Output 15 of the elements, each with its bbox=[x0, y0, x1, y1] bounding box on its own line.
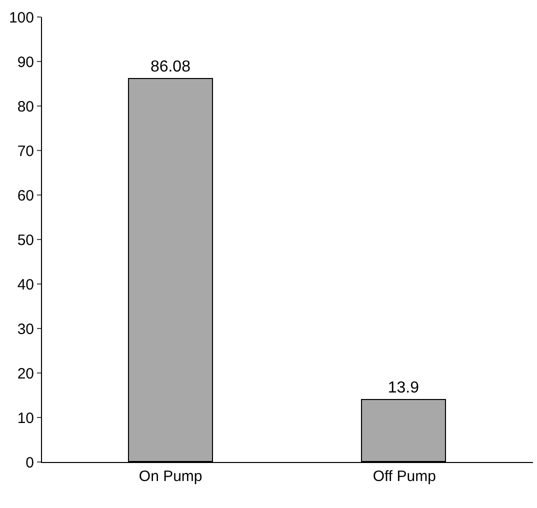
y-tick-label: 60 bbox=[17, 187, 34, 204]
data-label: 13.9 bbox=[388, 380, 420, 396]
y-tick-label: 100 bbox=[8, 9, 34, 26]
y-tick-label: 50 bbox=[17, 232, 34, 249]
y-tick-label: 0 bbox=[26, 454, 34, 472]
x-tick-label: On Pump bbox=[138, 468, 202, 485]
y-tick-label: 20 bbox=[17, 365, 34, 382]
y-tick-label: 10 bbox=[17, 410, 34, 427]
x-tick-label: Off Pump bbox=[372, 468, 436, 485]
y-tick-label: 70 bbox=[17, 142, 34, 160]
data-label: 86.08 bbox=[150, 58, 191, 76]
y-tick-label: 40 bbox=[17, 276, 34, 294]
y-tick-label: 80 bbox=[17, 98, 34, 116]
y-tick-label: 90 bbox=[17, 54, 34, 71]
y-tick-label: 30 bbox=[17, 320, 34, 338]
